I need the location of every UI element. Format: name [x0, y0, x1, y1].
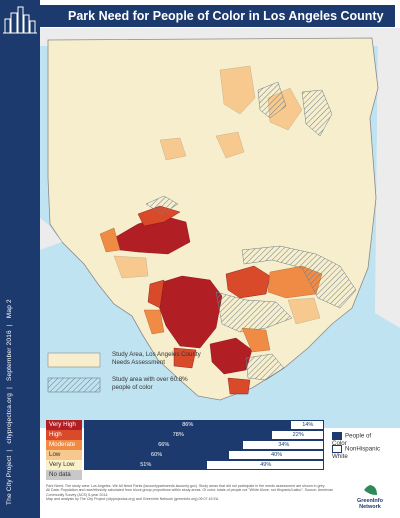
- area-moderate-coast: [143, 309, 165, 335]
- area-moderate-valley: [99, 227, 121, 253]
- area-poc-hatch-northeast: [301, 89, 333, 137]
- bar-track: 60% 40%: [84, 450, 324, 460]
- area-low-central-north: [215, 131, 245, 159]
- side-map-number: Map 2: [6, 299, 13, 319]
- footer-note-data: All Data: Population and race/ethnicity …: [46, 488, 334, 497]
- need-level-label-no-data: No data: [46, 470, 82, 480]
- area-low-valley-south: [113, 255, 149, 279]
- greeninfo-logo: GreenInfo Network: [350, 484, 390, 514]
- city-skyline-logo-icon: [3, 6, 37, 34]
- legend-over-poc-label: Study area with over 60.8% people of col…: [112, 376, 188, 391]
- chart-legend-poc-label: People of Color: [332, 432, 372, 447]
- chart-legend-white: NonHispanic White: [332, 445, 386, 460]
- area-poc-hatch-longbeach: [245, 353, 285, 381]
- bar-label-nonhispanic-white: 14%: [302, 422, 314, 428]
- side-org-name: The City Project: [6, 455, 13, 505]
- county-map: [40, 28, 400, 428]
- greeninfo-leaf-icon: [364, 485, 377, 495]
- bar-label-people-of-color: 78%: [172, 432, 184, 438]
- need-level-label: Moderate: [46, 440, 82, 450]
- need-level-label: Very Low: [46, 460, 82, 470]
- footer-note-park-need: Park Need: The study area: Los Angeles. …: [46, 484, 326, 488]
- bar-label-people-of-color: 66%: [158, 442, 170, 448]
- area-poc-hatch-sgv: [241, 245, 357, 309]
- bar-label-nonhispanic-white: 22%: [292, 432, 304, 438]
- neighbor-land-east: [375, 28, 400, 328]
- area-low-sgv: [287, 297, 321, 325]
- bar-label-nonhispanic-white: 49%: [260, 462, 272, 468]
- area-high-sgv: [225, 265, 271, 299]
- greeninfo-logo-text: GreenInfo Network: [357, 498, 383, 510]
- need-level-chart: Very High 86% 14% High 78% 22% Moderate 66% 34% L…: [46, 420, 386, 480]
- need-level-label: Very High: [46, 420, 82, 430]
- bar-label-people-of-color: 60%: [151, 452, 163, 458]
- side-publication-info: The City Project| cityprojectca.org| Sep…: [6, 299, 13, 505]
- bar-label-nonhispanic-white: 34%: [278, 442, 290, 448]
- area-very-high-central: [155, 275, 223, 349]
- bar-label-people-of-color: 86%: [182, 422, 194, 428]
- chart-legend-poc-swatch: [332, 432, 342, 440]
- bar-label-people-of-color: 51%: [140, 462, 152, 468]
- side-strip: The City Project| cityprojectca.org| Sep…: [0, 0, 40, 518]
- area-very-high-southeast: [209, 337, 253, 375]
- bar-track: 78% 22%: [84, 430, 324, 440]
- area-low-north: [219, 65, 256, 115]
- area-high-southbay: [173, 347, 197, 369]
- chart-legend-poc: People of Color: [332, 432, 386, 447]
- need-level-label: Low: [46, 450, 82, 460]
- bar-track: 86% 14%: [84, 420, 324, 430]
- bar-track: 51% 49%: [84, 460, 324, 470]
- area-low-west: [159, 137, 187, 161]
- legend-study-area-swatch: [47, 352, 101, 368]
- bar-people-of-color: [85, 451, 229, 459]
- bar-label-nonhispanic-white: 40%: [271, 452, 283, 458]
- bar-people-of-color: [85, 441, 244, 449]
- bar-people-of-color: [85, 431, 273, 439]
- area-moderate-southeast: [241, 327, 271, 353]
- area-high-longbeach: [227, 377, 251, 395]
- footer-notes: Park Need: The study area: Los Angeles. …: [46, 484, 346, 502]
- area-high-central-west: [147, 279, 165, 309]
- side-date: September 2016: [6, 330, 13, 382]
- neighbor-land-west: [40, 218, 62, 250]
- chart-legend-white-swatch: [332, 445, 342, 453]
- bar-people-of-color: [85, 461, 208, 469]
- area-poc-hatch-valley: [145, 195, 179, 215]
- legend-over-poc-swatch: [47, 377, 101, 393]
- area-poc-hatch-central: [215, 291, 293, 333]
- footer-note-credit: Map and analysis by The City Project (ci…: [46, 497, 219, 502]
- legend-study-area-label: Study Area, Los Angeles County Needs Ass…: [112, 351, 201, 366]
- side-website: cityprojectca.org: [6, 392, 13, 444]
- bar-track: 66% 34%: [84, 440, 324, 450]
- bar-people-of-color: [85, 421, 292, 429]
- area-poc-hatch-north: [257, 81, 287, 119]
- need-level-label: High: [46, 430, 82, 440]
- map-title: Park Need for People of Color in Los Ang…: [40, 5, 395, 27]
- chart-legend-white-label: NonHispanic White: [332, 445, 381, 460]
